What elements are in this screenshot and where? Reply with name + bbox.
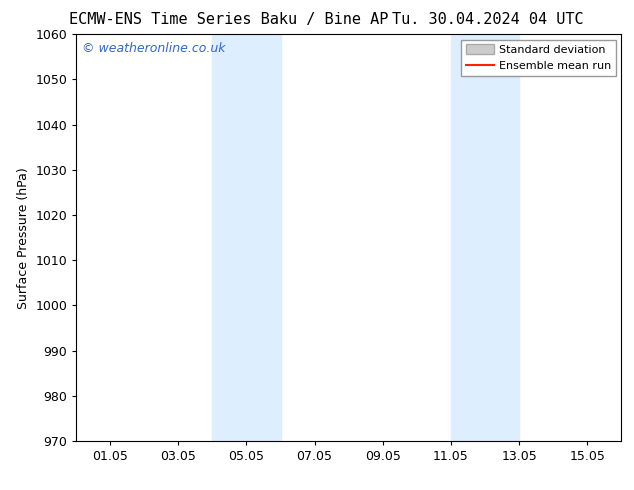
Legend: Standard deviation, Ensemble mean run: Standard deviation, Ensemble mean run bbox=[462, 40, 616, 76]
Text: Tu. 30.04.2024 04 UTC: Tu. 30.04.2024 04 UTC bbox=[392, 12, 584, 27]
Bar bbox=[212, 34, 280, 441]
Bar bbox=[451, 34, 519, 441]
Text: ECMW-ENS Time Series Baku / Bine AP: ECMW-ENS Time Series Baku / Bine AP bbox=[68, 12, 388, 27]
Text: © weatheronline.co.uk: © weatheronline.co.uk bbox=[82, 43, 225, 55]
Y-axis label: Surface Pressure (hPa): Surface Pressure (hPa) bbox=[16, 167, 30, 309]
